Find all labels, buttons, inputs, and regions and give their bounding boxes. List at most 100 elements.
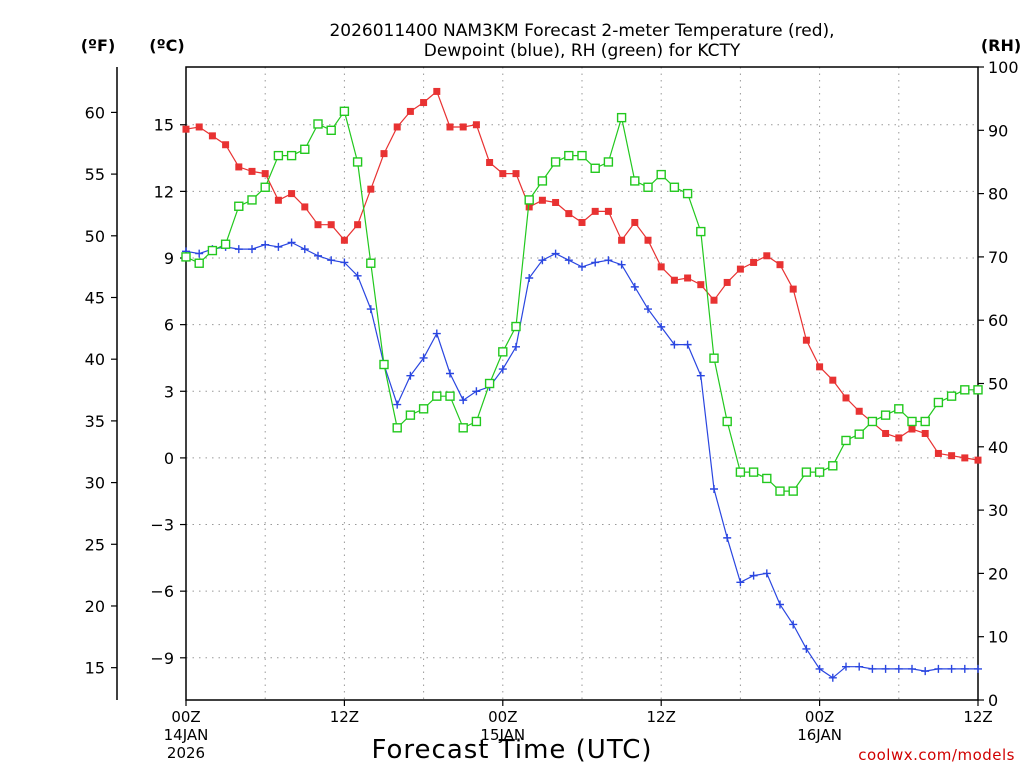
tick-label-rh: 30 — [988, 501, 1008, 520]
dewpoint-point — [947, 664, 956, 673]
temperature-point — [895, 434, 903, 442]
rh-point — [603, 157, 614, 167]
rh-point — [418, 404, 429, 414]
temperature-point — [974, 456, 982, 464]
tick-label-f: 30 — [85, 474, 105, 493]
temperature-point — [710, 296, 718, 304]
dewpoint-point — [670, 340, 679, 349]
tick-label-rh: 60 — [988, 311, 1008, 330]
tick-label-x: 12Z — [330, 708, 359, 726]
rh-point — [630, 176, 640, 186]
temperature-point — [552, 198, 560, 206]
rh-point — [432, 391, 442, 401]
dewpoint-point — [934, 664, 943, 673]
tick-label-c: 12 — [154, 182, 174, 201]
rh-point — [366, 258, 376, 268]
dewpoint-point — [512, 342, 520, 351]
temperature-point — [802, 336, 810, 344]
series-dewpoint — [182, 238, 982, 682]
rh-point — [814, 467, 825, 477]
temperature-point — [604, 207, 612, 215]
temperature-point — [776, 261, 784, 269]
rh-point — [722, 416, 732, 427]
temperature-point — [222, 141, 230, 149]
rh-point — [471, 416, 482, 427]
rh-point — [841, 435, 851, 446]
dewpoint-point — [776, 600, 784, 609]
dewpoint-point — [657, 322, 666, 331]
dewpoint-point — [327, 256, 336, 265]
rh-point — [960, 385, 970, 395]
temperature-point — [631, 218, 639, 226]
dewpoint-point — [498, 365, 507, 374]
temperature-point — [301, 203, 309, 211]
rh-unit-label: (RH) — [981, 36, 1021, 55]
credit-link[interactable]: coolwx.com/models — [858, 746, 1015, 764]
tick-label-x-date: 14JAN — [164, 726, 209, 744]
temperature-point — [274, 196, 282, 204]
rh-point — [300, 144, 310, 154]
temperature-point — [248, 167, 256, 175]
dewpoint-point — [551, 249, 560, 258]
temperature-point — [855, 407, 863, 415]
tick-label-rh: 10 — [988, 628, 1008, 647]
rh-point — [735, 467, 746, 477]
tick-label-f: 40 — [85, 350, 105, 369]
tick-label-f: 15 — [85, 659, 105, 678]
dewpoint-point — [459, 396, 468, 405]
dewpoint-point — [314, 251, 322, 260]
temperature-point — [684, 274, 692, 282]
rh-point — [247, 195, 257, 205]
rh-point — [220, 239, 231, 249]
temperature-point — [486, 159, 494, 167]
temperature-point — [657, 263, 665, 271]
dewpoint-point — [287, 238, 296, 247]
rh-point — [696, 226, 706, 237]
dewpoint-point — [868, 664, 877, 673]
grid-lines — [186, 67, 978, 700]
dewpoint-point — [274, 242, 283, 251]
tick-label-c: −3 — [150, 516, 174, 535]
temperature-point — [644, 236, 652, 244]
dewpoint-point — [340, 258, 349, 267]
dewpoint-point — [736, 578, 745, 587]
rh-point — [788, 486, 798, 496]
dewpoint-point — [248, 245, 256, 254]
tick-label-c: 9 — [164, 249, 174, 268]
tick-label-c: −6 — [150, 582, 174, 601]
temperature-point — [591, 207, 599, 215]
rh-point — [339, 106, 350, 117]
chart-title-line1: 2026011400 NAM3KM Forecast 2-meter Tempe… — [329, 21, 834, 41]
rh-point — [656, 169, 666, 180]
dewpoint-point — [366, 305, 375, 314]
rh-point — [946, 391, 957, 401]
rh-point — [379, 359, 389, 370]
rh-point — [682, 188, 693, 199]
rh-point — [762, 473, 772, 484]
dewpoint-point — [710, 485, 718, 493]
tick-label-x: 00Z — [171, 708, 200, 726]
tick-label-f: 60 — [85, 103, 105, 122]
dewpoint-point — [604, 256, 613, 265]
tick-label-x-date: 16JAN — [797, 726, 842, 744]
dewpoint-point — [195, 249, 204, 258]
tick-label-c: 3 — [164, 382, 174, 401]
dewpoint-point — [630, 282, 639, 291]
dewpoint-point — [908, 664, 916, 673]
rh-point — [405, 410, 416, 420]
tick-label-rh: 100 — [988, 58, 1019, 77]
dewpoint-point — [234, 245, 243, 254]
tick-label-f: 45 — [85, 288, 105, 307]
temperature-point — [420, 99, 428, 107]
tick-label-f: 55 — [85, 165, 105, 184]
tick-label-x-date: 15JAN — [480, 726, 525, 744]
temperature-point — [288, 190, 296, 198]
rh-point — [207, 245, 218, 256]
rh-point — [181, 252, 191, 262]
rh-point — [775, 486, 785, 496]
tick-label-x: 00Z — [488, 708, 517, 726]
rh-point — [854, 429, 864, 439]
dewpoint-point — [564, 256, 573, 265]
rh-point — [511, 321, 521, 332]
x-axis-label: Forecast Time (UTC) — [371, 735, 652, 765]
